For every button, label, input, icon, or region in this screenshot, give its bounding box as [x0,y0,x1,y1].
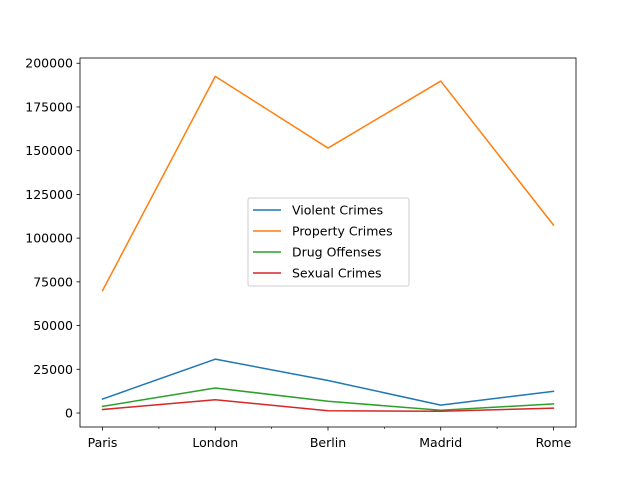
series-line-violent-crimes [101,358,555,406]
x-tick-label: Madrid [419,435,462,450]
y-tick-label: 50000 [33,318,73,333]
x-tick-label: Berlin [310,435,346,450]
series-line-drug-offenses [101,387,555,411]
y-tick-label: 25000 [33,362,73,377]
y-tick-label: 200000 [25,56,73,71]
y-tick-label: 150000 [25,143,73,158]
legend-label: Violent Crimes [292,203,383,218]
y-tick-label: 100000 [25,231,73,246]
legend-label: Drug Offenses [292,245,381,260]
series-line-property-crimes [101,75,555,292]
y-tick-label: 75000 [33,274,73,289]
y-tick-label: 125000 [25,187,73,202]
x-tick-label: London [192,435,238,450]
x-tick-label: Rome [536,435,572,450]
series-layer [101,75,555,413]
legend-label: Property Crimes [292,224,393,239]
y-tick-label: 175000 [25,99,73,114]
legend-box [247,197,410,287]
y-axis: 0 25000 50000 75000 100000 125000 150000 175000… [25,56,80,421]
legend-label: Sexual Crimes [292,266,382,281]
x-axis: Paris London Berlin Madrid Rome [88,427,572,450]
series-line-sexual-crimes [101,398,555,413]
legend: Violent Crimes Property Crimes Drug Offens… [247,197,410,287]
x-tick-label: Paris [88,435,118,450]
y-tick-label: 0 [65,406,73,421]
